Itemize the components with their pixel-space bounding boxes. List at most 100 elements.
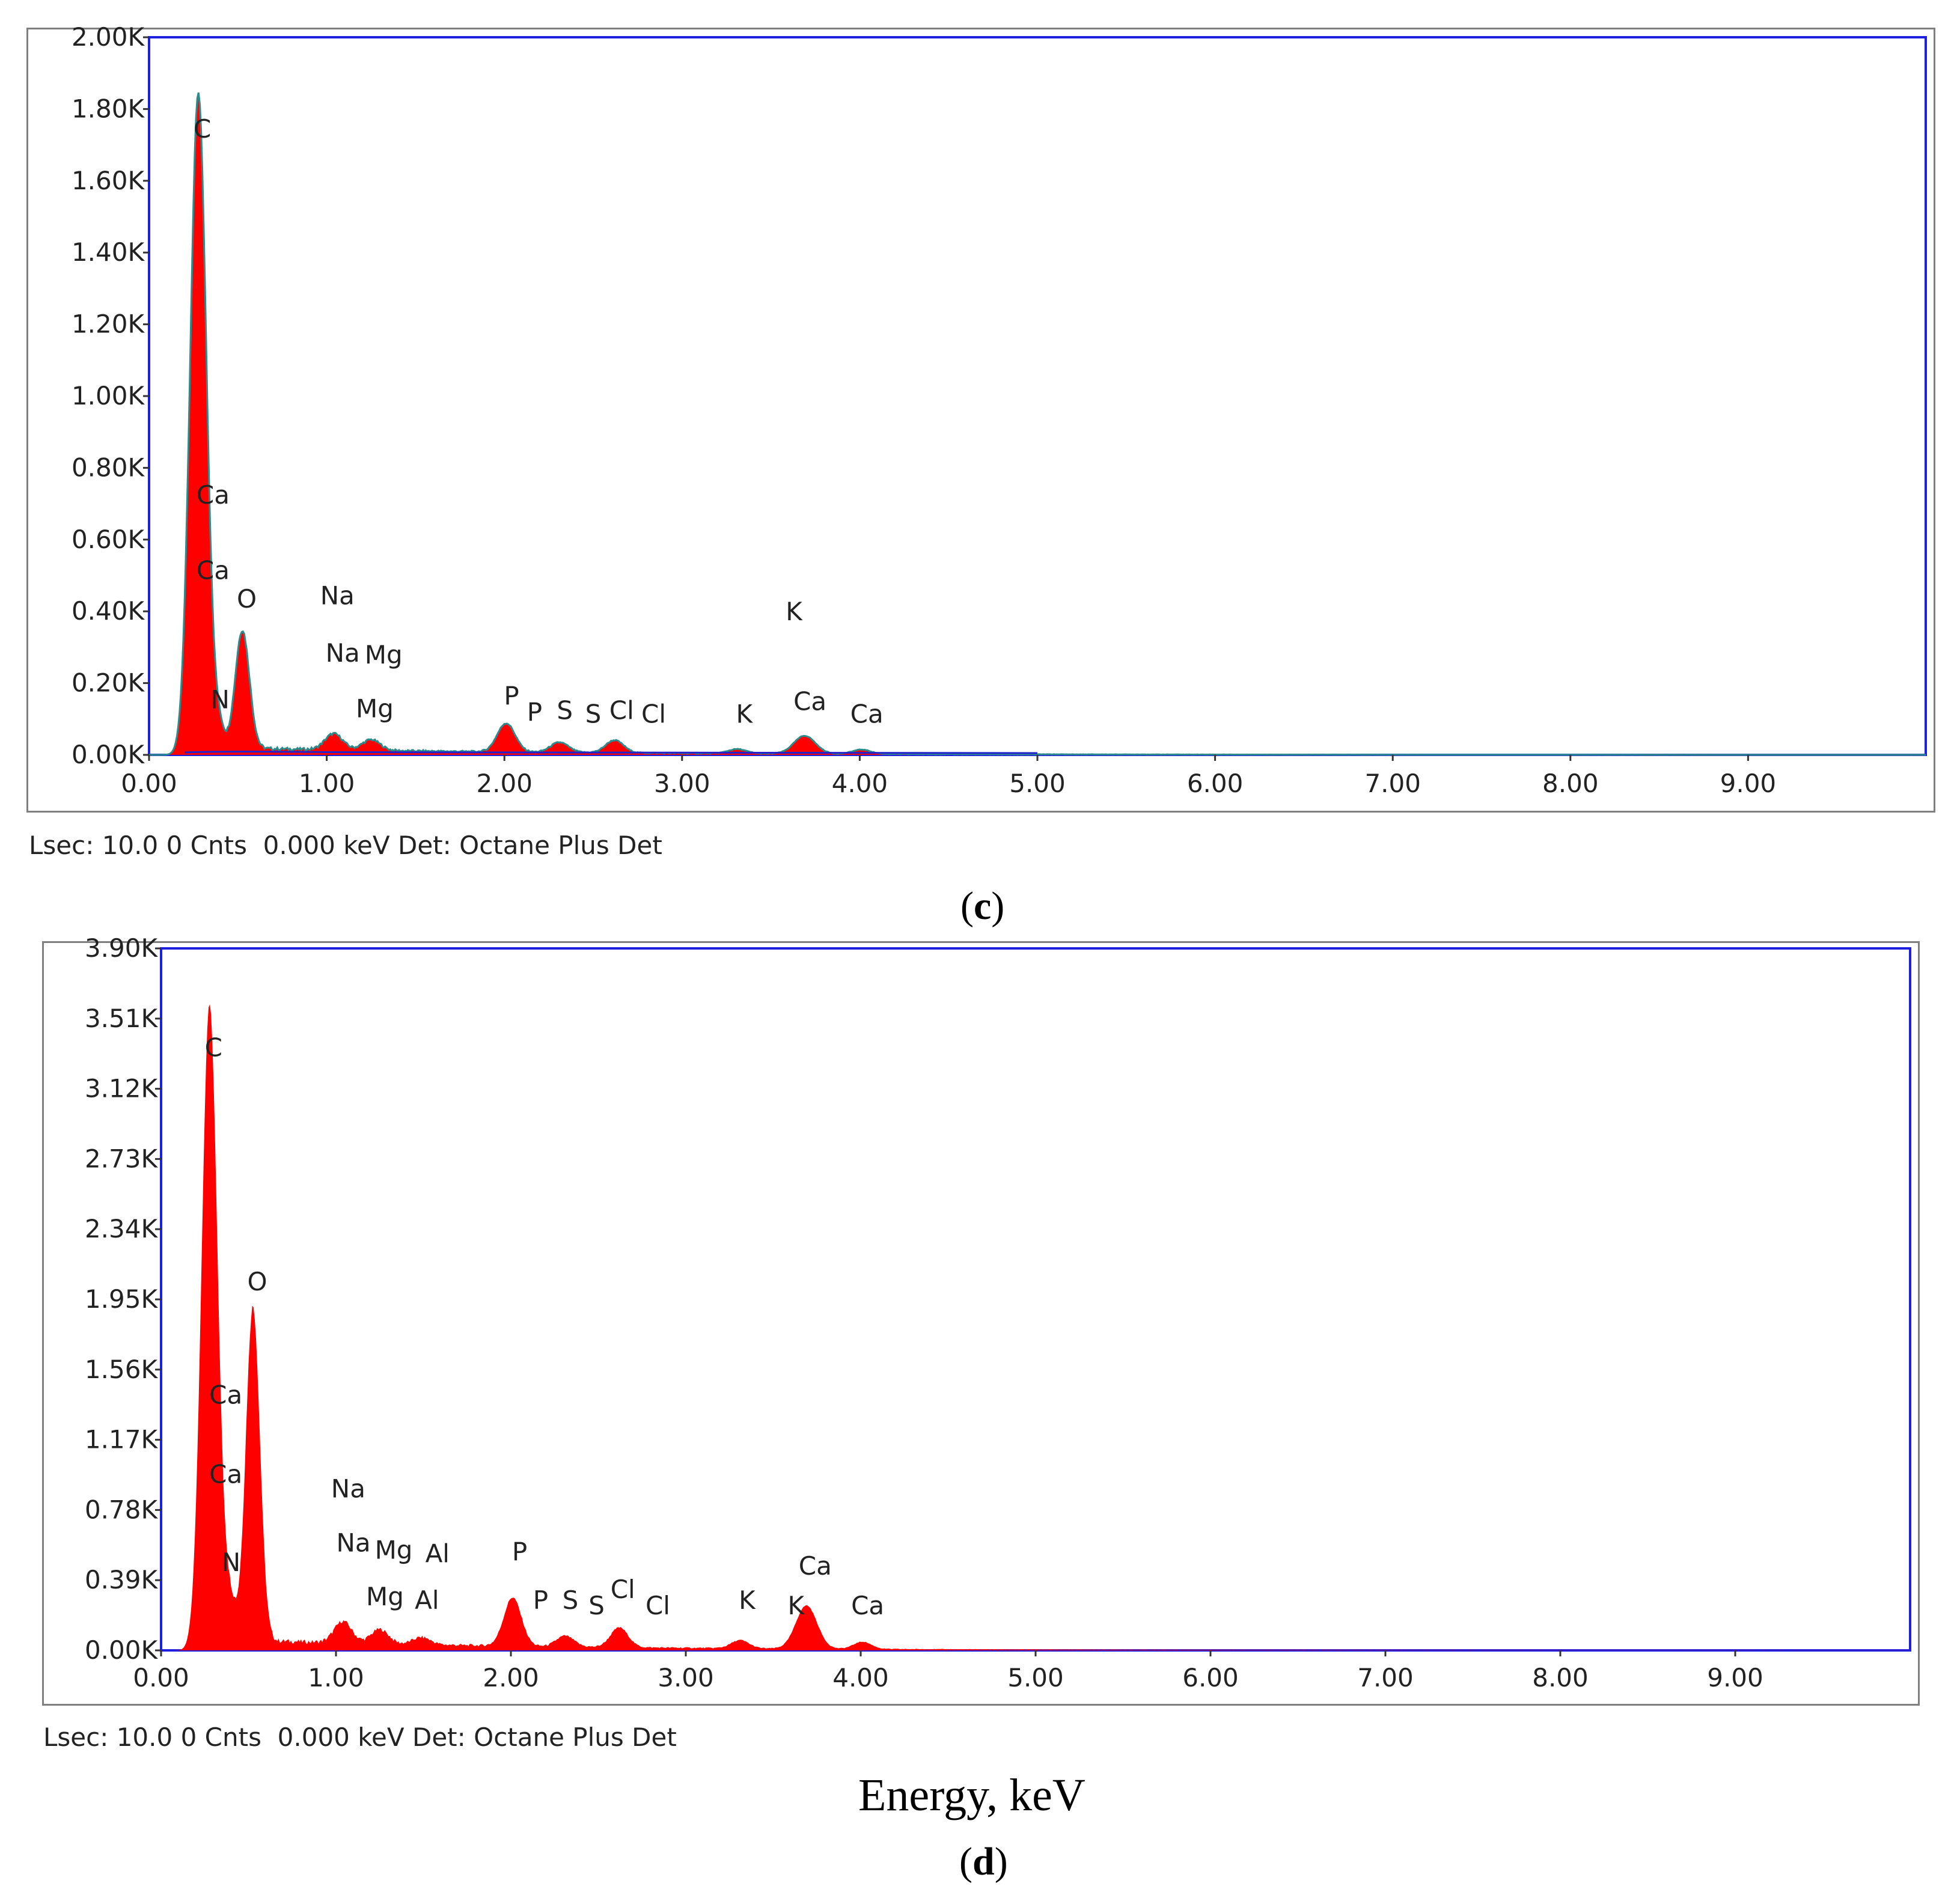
y-tick-label: 0.78K [85,1495,159,1524]
element-label: Na [337,1528,371,1557]
panel-label-c: (c) [960,883,1004,929]
y-tick-label: 2.34K [85,1214,159,1243]
element-label: Ca [799,1551,832,1581]
element-label: Ca [197,555,230,585]
x-tick-label: 0.00 [121,769,177,798]
element-label: P [504,681,519,710]
spectrum-fill-d [161,1004,1910,1650]
y-tick-label: 2.73K [85,1144,159,1173]
x-tick-label: 0.00 [133,1663,189,1692]
y-tick-label: 3.51K [85,1004,159,1033]
element-label: S [563,1585,579,1615]
x-tick-label: 8.00 [1542,769,1599,798]
element-label: Ca [197,480,230,510]
element-label: Al [415,1585,439,1615]
x-tick-label: 5.00 [1007,1663,1064,1692]
element-label: K [739,1585,756,1615]
y-tick-label: 0.60K [72,525,145,554]
x-tick-label: 4.00 [832,769,888,798]
element-label: Ca [850,699,884,728]
element-label: K [786,597,803,626]
element-label: Cl [609,695,634,725]
element-label: Mg [356,694,394,723]
x-tick-label: 4.00 [832,1663,889,1692]
x-tick-label: 1.00 [308,1663,364,1692]
x-axis-title: Energy, keV [858,1770,1085,1820]
y-tick-label: 2.00K [72,22,145,52]
element-label: Ca [209,1381,242,1410]
y-tick-label: 0.39K [85,1565,159,1594]
y-tick-label: 1.60K [72,166,145,195]
x-tick-label: 6.00 [1187,769,1244,798]
x-tick-label: 2.00 [483,1663,539,1692]
element-label: K [736,699,753,728]
element-label: S [588,1591,605,1620]
chart-frame-d [42,941,1920,1706]
element-label: S [585,699,602,728]
x-tick-label: 5.00 [1009,769,1066,798]
y-tick-label: 1.95K [85,1284,159,1314]
element-label: Cl [641,699,666,728]
element-label: Mg [366,1582,404,1611]
element-label: C [194,114,211,144]
element-label: C [205,1033,222,1063]
y-tick-label: 1.20K [72,310,145,339]
panel-label-c-close: ) [991,884,1005,928]
status-line-d: Lsec: 10.0 0 Cnts 0.000 keV Det: Octane … [43,1722,677,1752]
x-tick-label: 9.00 [1707,1663,1763,1692]
panel-label-c-open: ( [960,884,974,928]
x-tick-label: 3.00 [658,1663,714,1692]
element-label: O [248,1267,267,1296]
y-tick-label: 1.00K [72,381,145,410]
element-label: N [211,685,230,714]
element-label: K [788,1591,805,1620]
panel-label-d-letter: d [972,1840,995,1884]
element-label: Na [326,638,360,668]
x-tick-label: 6.00 [1182,1663,1239,1692]
element-label: Na [320,581,355,610]
y-tick-label: 1.80K [72,94,145,123]
x-tick-label: 7.00 [1364,769,1421,798]
element-label: P [512,1537,527,1566]
y-tick-label: 0.00K [72,740,145,769]
x-tick-label: 8.00 [1532,1663,1589,1692]
element-label: Cl [646,1591,670,1620]
x-tick-label: 9.00 [1720,769,1777,798]
element-label: Ca [793,686,826,716]
element-label: S [557,695,573,725]
panel-label-d: (d) [959,1839,1008,1885]
chart-frame-c [26,28,1935,813]
y-tick-label: 0.00K [85,1635,159,1665]
panel-label-d-open: ( [959,1840,972,1884]
panel-label-c-letter: c [973,884,992,928]
y-tick-label: 3.12K [85,1074,159,1103]
background-fit-c [185,751,1038,754]
element-label: Cl [611,1575,635,1604]
element-label: P [527,697,542,727]
panel-label-d-close: ) [994,1840,1008,1884]
element-label: Mg [375,1535,413,1564]
status-line-c: Lsec: 10.0 0 Cnts 0.000 keV Det: Octane … [29,831,662,860]
element-label: Al [426,1539,450,1568]
element-label: O [237,584,257,614]
y-tick-label: 1.17K [85,1425,159,1454]
element-label: N [222,1548,240,1577]
y-tick-label: 1.40K [72,237,145,267]
y-tick-label: 0.20K [72,668,145,698]
plot-area-d [160,947,1911,1652]
x-tick-label: 1.00 [299,769,355,798]
element-label: Ca [851,1591,884,1620]
x-tick-label: 7.00 [1357,1663,1414,1692]
y-tick-label: 0.80K [72,453,145,482]
y-tick-label: 1.56K [85,1355,159,1384]
element-label: Ca [209,1459,242,1489]
element-label: Mg [365,640,403,670]
element-label: P [533,1585,548,1615]
element-label: Na [331,1474,365,1503]
y-tick-label: 3.90K [85,933,159,963]
x-tick-label: 2.00 [476,769,533,798]
x-tick-label: 3.00 [654,769,710,798]
y-tick-label: 0.40K [72,596,145,626]
